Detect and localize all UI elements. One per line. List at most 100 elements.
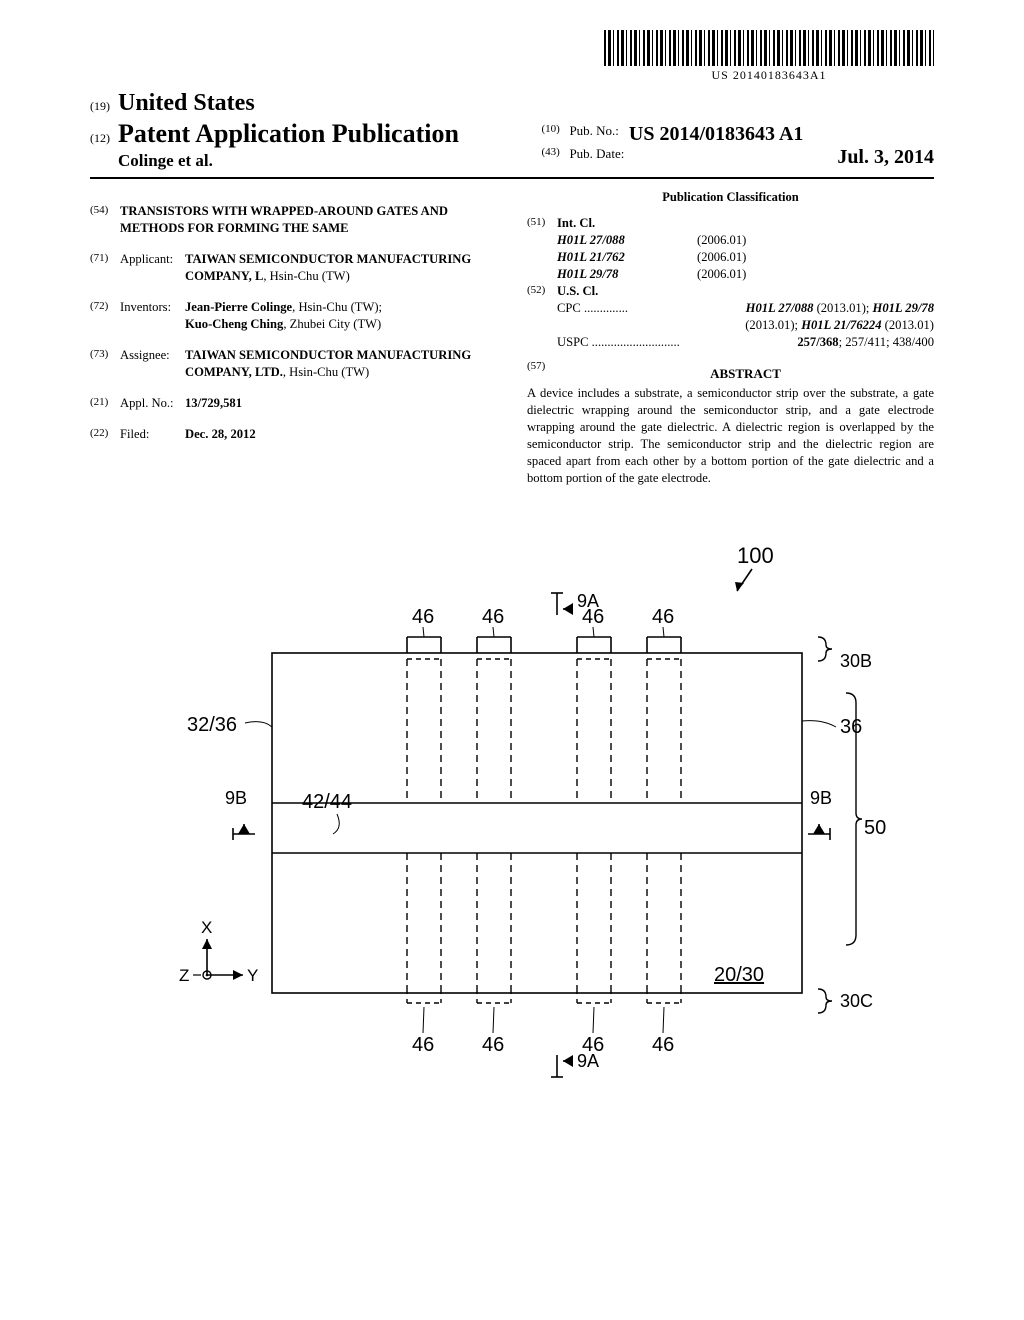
two-column-body: (54) TRANSISTORS WITH WRAPPED-AROUND GAT…	[90, 189, 934, 487]
assignee-row: (73) Assignee: TAIWAN SEMICONDUCTOR MANU…	[90, 347, 497, 381]
title-row: (54) TRANSISTORS WITH WRAPPED-AROUND GAT…	[90, 203, 497, 237]
inv2-rest: , Zhubei City (TW)	[283, 317, 381, 331]
assignee-num: (73)	[90, 347, 120, 381]
filed-val: Dec. 28, 2012	[185, 426, 497, 443]
svg-text:Y: Y	[247, 966, 258, 985]
barcode-text: US 20140183643A1	[604, 68, 934, 83]
intcl-item: H01L 29/78(2006.01)	[557, 266, 934, 283]
pubdate-line: (43) Pub. Date: Jul. 3, 2014	[541, 146, 934, 169]
svg-text:9B: 9B	[225, 788, 247, 808]
applicant-val: TAIWAN SEMICONDUCTOR MANUFACTURING COMPA…	[185, 251, 497, 285]
cpc-2: H01L 29/78	[873, 301, 934, 315]
intcl-list: H01L 27/088(2006.01)H01L 21/762(2006.01)…	[557, 232, 934, 283]
svg-text:30B: 30B	[840, 651, 872, 671]
inv1-bold: Jean-Pierre Colinge	[185, 300, 292, 314]
svg-text:36: 36	[840, 716, 862, 738]
svg-text:32/36: 32/36	[187, 714, 237, 736]
cpc-3: H01L 21/76224	[801, 318, 881, 332]
cpc-label: CPC ..............	[557, 300, 628, 317]
abstract-body-wrap: ABSTRACT	[557, 359, 934, 383]
applicant-num: (71)	[90, 251, 120, 285]
uspc-val: 257/368	[797, 335, 838, 349]
inv1-rest: , Hsin-Chu (TW);	[292, 300, 382, 314]
svg-text:100: 100	[737, 543, 774, 568]
uspc-label: USPC ............................	[557, 334, 680, 351]
intcl-body: Int. Cl. H01L 27/088(2006.01)H01L 21/762…	[557, 215, 934, 283]
header-left: (19) United States (12) Patent Applicati…	[90, 88, 541, 171]
header-line-12: (12) Patent Application Publication	[90, 118, 541, 151]
pubno-line: (10) Pub. No.: US 2014/0183643 A1	[541, 123, 934, 146]
svg-text:9A: 9A	[577, 1051, 599, 1071]
applno-val: 13/729,581	[185, 395, 497, 412]
svg-text:46: 46	[482, 606, 504, 628]
applno-row: (21) Appl. No.: 13/729,581	[90, 395, 497, 412]
title-text: TRANSISTORS WITH WRAPPED-AROUND GATES AN…	[120, 203, 497, 237]
pubdate-val: Jul. 3, 2014	[837, 146, 934, 169]
uscl-row: (52) U.S. Cl. CPC .............. H01L 27…	[527, 283, 934, 351]
pubno-label: Pub. No.:	[569, 123, 618, 146]
intcl-code: H01L 27/088	[557, 232, 697, 249]
applicant-row: (71) Applicant: TAIWAN SEMICONDUCTOR MAN…	[90, 251, 497, 285]
uscl-label: U.S. Cl.	[557, 283, 934, 300]
left-column: (54) TRANSISTORS WITH WRAPPED-AROUND GAT…	[90, 189, 497, 487]
svg-text:46: 46	[652, 606, 674, 628]
applno-label: Appl. No.:	[120, 395, 185, 412]
svg-text:30C: 30C	[840, 991, 873, 1011]
filed-row: (22) Filed: Dec. 28, 2012	[90, 426, 497, 443]
cpc-3-year: (2013.01)	[882, 318, 934, 332]
inventors-label: Inventors:	[120, 299, 185, 333]
figure-svg: 46464646464646461009A9A9B9B30B30C365032/…	[137, 533, 887, 1103]
pubno-val: US 2014/0183643 A1	[629, 123, 803, 146]
intcl-code: H01L 29/78	[557, 266, 697, 283]
filed-label: Filed:	[120, 426, 185, 443]
intcl-row: (51) Int. Cl. H01L 27/088(2006.01)H01L 2…	[527, 215, 934, 283]
header-line-19: (19) United States	[90, 88, 541, 118]
intcl-year: (2006.01)	[697, 249, 746, 266]
svg-text:20/30: 20/30	[714, 964, 764, 986]
hdr-19-num: (19)	[90, 99, 110, 113]
figure-container: 46464646464646461009A9A9B9B30B30C365032/…	[137, 533, 887, 1103]
applicant-label: Applicant:	[120, 251, 185, 285]
barcode-stripes	[604, 30, 934, 66]
title-num: (54)	[90, 203, 120, 237]
assignee-rest: , Hsin-Chu (TW)	[283, 365, 369, 379]
inventors-num: (72)	[90, 299, 120, 333]
abstract-num: (57)	[527, 359, 557, 383]
cpc-1: H01L 27/088	[746, 301, 814, 315]
svg-text:42/44: 42/44	[302, 791, 352, 813]
assignee-label: Assignee:	[120, 347, 185, 381]
intcl-year: (2006.01)	[697, 232, 746, 249]
intcl-num: (51)	[527, 215, 557, 283]
svg-text:9B: 9B	[810, 788, 832, 808]
abstract-row: (57) ABSTRACT	[527, 359, 934, 383]
uscl-num: (52)	[527, 283, 557, 351]
header-block: (19) United States (12) Patent Applicati…	[90, 88, 934, 179]
uscl-body: U.S. Cl. CPC .............. H01L 27/088 …	[557, 283, 934, 351]
filed-num: (22)	[90, 426, 120, 443]
svg-text:46: 46	[412, 1034, 434, 1056]
svg-text:X: X	[201, 918, 212, 937]
pubclass-head: Publication Classification	[527, 189, 934, 206]
cpc-2-rest: (2013.01);	[745, 318, 801, 332]
intcl-label: Int. Cl.	[557, 215, 934, 232]
applicant-rest: , Hsin-Chu (TW)	[263, 269, 349, 283]
inventors-row: (72) Inventors: Jean-Pierre Colinge, Hsi…	[90, 299, 497, 333]
svg-text:9A: 9A	[577, 591, 599, 611]
header-right: (10) Pub. No.: US 2014/0183643 A1 (43) P…	[541, 123, 934, 171]
svg-text:50: 50	[864, 817, 886, 839]
svg-text:Z: Z	[179, 966, 189, 985]
intcl-code: H01L 21/762	[557, 249, 697, 266]
intcl-year: (2006.01)	[697, 266, 746, 283]
cpc-1-year: (2013.01);	[813, 301, 872, 315]
hdr-12-num: (12)	[90, 131, 110, 145]
abstract-text: A device includes a substrate, a semicon…	[527, 385, 934, 487]
cpc-line: CPC .............. H01L 27/088 (2013.01)…	[557, 300, 934, 334]
abstract-head: ABSTRACT	[557, 365, 934, 383]
hdr-19-text: United States	[118, 90, 255, 116]
intcl-item: H01L 27/088(2006.01)	[557, 232, 934, 249]
hdr-authors: Colinge et al.	[118, 151, 541, 171]
inv2-bold: Kuo-Cheng Ching	[185, 317, 283, 331]
assignee-val: TAIWAN SEMICONDUCTOR MANUFACTURING COMPA…	[185, 347, 497, 381]
hdr-12-text: Patent Application Publication	[118, 119, 459, 148]
pubdate-num: (43)	[541, 146, 569, 169]
